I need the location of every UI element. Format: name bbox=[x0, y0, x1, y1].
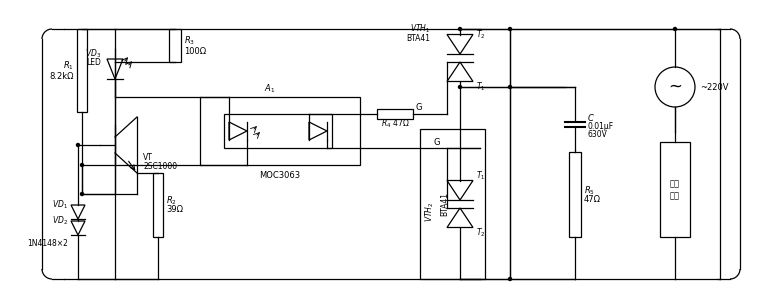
Text: 交流: 交流 bbox=[670, 179, 680, 188]
Text: 8.2kΩ: 8.2kΩ bbox=[49, 72, 74, 81]
Text: $R_5$: $R_5$ bbox=[584, 184, 595, 197]
Text: $C$: $C$ bbox=[587, 111, 595, 122]
Text: 2SC1000: 2SC1000 bbox=[143, 161, 177, 170]
Bar bbox=[660, 142, 690, 237]
Circle shape bbox=[459, 28, 462, 30]
Text: ~: ~ bbox=[668, 78, 682, 96]
Text: 630V: 630V bbox=[587, 130, 607, 138]
Text: G: G bbox=[416, 103, 422, 111]
Text: ~220V: ~220V bbox=[700, 83, 729, 91]
Bar bbox=[200, 97, 360, 165]
Text: $R_3$: $R_3$ bbox=[184, 34, 195, 47]
Text: BTA41: BTA41 bbox=[406, 33, 430, 42]
Circle shape bbox=[509, 86, 512, 88]
Circle shape bbox=[673, 28, 676, 30]
Bar bbox=[224, 114, 332, 148]
Text: BTA41: BTA41 bbox=[440, 192, 449, 216]
Text: $R_4$ 47Ω: $R_4$ 47Ω bbox=[381, 118, 410, 130]
Text: $T_2$: $T_2$ bbox=[476, 28, 485, 41]
Text: $A_1$: $A_1$ bbox=[264, 83, 275, 95]
Circle shape bbox=[80, 192, 83, 196]
Text: $VD_3$: $VD_3$ bbox=[85, 48, 101, 60]
Circle shape bbox=[459, 86, 462, 88]
Circle shape bbox=[76, 143, 80, 146]
Text: $VD_1$: $VD_1$ bbox=[52, 199, 68, 211]
Bar bbox=[569, 152, 581, 237]
Text: G: G bbox=[434, 138, 440, 146]
Bar bbox=[77, 29, 87, 112]
Text: $T_1$: $T_1$ bbox=[476, 169, 485, 182]
Text: $VD_2$: $VD_2$ bbox=[52, 215, 68, 227]
Bar bbox=[153, 173, 163, 237]
Bar bbox=[169, 29, 181, 62]
Bar bbox=[377, 109, 413, 119]
Text: LED: LED bbox=[86, 57, 101, 67]
Circle shape bbox=[80, 164, 83, 166]
Text: $T_1$: $T_1$ bbox=[476, 81, 485, 93]
Text: MOC3063: MOC3063 bbox=[260, 170, 300, 180]
Text: $VTH_2$: $VTH_2$ bbox=[424, 202, 436, 222]
Text: 0.01μF: 0.01μF bbox=[587, 122, 613, 130]
Text: 47Ω: 47Ω bbox=[584, 195, 601, 204]
Bar bbox=[420, 129, 485, 279]
Circle shape bbox=[509, 278, 512, 281]
Text: 负载: 负载 bbox=[670, 191, 680, 200]
Text: 39Ω: 39Ω bbox=[166, 205, 183, 215]
Text: 100Ω: 100Ω bbox=[184, 47, 206, 56]
Text: $VTH_1$: $VTH_1$ bbox=[410, 23, 430, 35]
Text: $T_2$: $T_2$ bbox=[476, 226, 485, 239]
Text: VT: VT bbox=[143, 153, 153, 161]
Text: $R_2$: $R_2$ bbox=[166, 195, 177, 207]
Circle shape bbox=[509, 28, 512, 30]
Text: 1N4148×2: 1N4148×2 bbox=[27, 239, 68, 248]
Text: $R_1$: $R_1$ bbox=[63, 59, 74, 72]
